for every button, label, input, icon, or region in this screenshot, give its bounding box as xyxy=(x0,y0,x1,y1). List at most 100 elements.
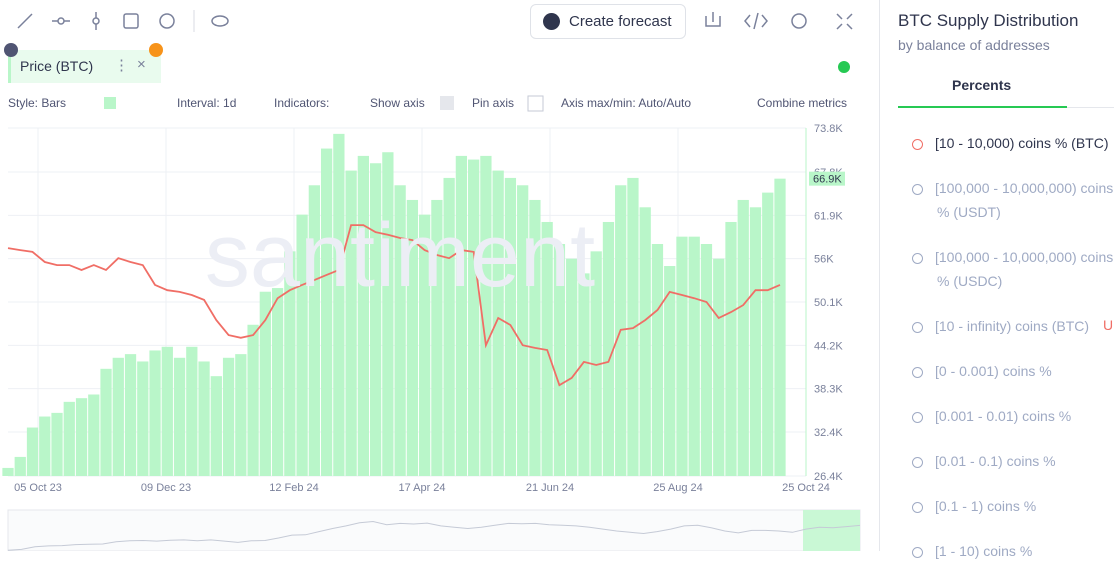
item-label: [0.001 - 0.01) coins % xyxy=(935,408,1072,424)
chart: 26.4K32.4K38.3K44.2K50.1K56K61.9K67.8K73… xyxy=(2,123,861,551)
item-dot xyxy=(912,546,923,558)
bar xyxy=(333,133,345,476)
settings[interactable] xyxy=(791,13,807,29)
style-select[interactable]: Style: Bars xyxy=(8,96,67,110)
item-dot xyxy=(912,183,923,195)
item-dot xyxy=(912,138,923,150)
bar xyxy=(431,199,443,476)
bar xyxy=(100,368,112,476)
y-tick-label: 56K xyxy=(814,254,834,266)
item-dot xyxy=(912,366,923,378)
item-label: [0 - 0.001) coins % xyxy=(935,363,1052,379)
bar xyxy=(222,357,235,476)
item-dot xyxy=(912,456,923,468)
create-forecast-button[interactable]: Create forecast xyxy=(530,4,686,39)
bar xyxy=(161,346,173,476)
pin-axis-checkbox[interactable] xyxy=(527,95,544,112)
metric-item[interactable]: [100,000 - 10,000,000) coins % (USDT) xyxy=(912,176,1114,224)
metric-item[interactable]: [0.01 - 0.1) coins % xyxy=(912,449,1114,473)
item-dot xyxy=(912,321,923,333)
bar xyxy=(75,398,88,476)
item-label: [10 - 10,000) coins % (BTC) xyxy=(935,135,1109,151)
item-dot xyxy=(912,252,923,264)
show-axis-checkbox[interactable] xyxy=(440,96,454,110)
bar xyxy=(406,199,419,476)
lock-icon xyxy=(4,43,18,57)
bar xyxy=(369,163,382,476)
item-label: [0.1 - 1) coins % xyxy=(935,498,1037,514)
metric-item[interactable]: [10 - 10,000) coins % (BTC) xyxy=(912,131,1114,155)
bar xyxy=(259,291,271,476)
indicators-select[interactable]: Indicators: xyxy=(274,96,330,110)
navigator[interactable] xyxy=(7,509,861,551)
bar xyxy=(296,214,308,476)
hline-tool[interactable] xyxy=(52,17,70,25)
metric-tag[interactable]: Price (BTC) ⋮ × xyxy=(8,50,161,83)
metric-item[interactable]: [0.1 - 1) coins % xyxy=(912,494,1114,518)
bar xyxy=(39,416,51,476)
badge: U xyxy=(1103,317,1114,333)
metric-item[interactable]: [100,000 - 10,000,000) coins % (USDC) xyxy=(912,245,1114,293)
bar xyxy=(320,148,333,477)
last-value-box xyxy=(809,171,845,186)
bar xyxy=(504,177,517,476)
bar xyxy=(774,178,786,476)
bar xyxy=(700,244,713,476)
tab-underline xyxy=(898,106,1067,108)
note-tool[interactable] xyxy=(123,13,139,29)
status-dot xyxy=(838,61,850,73)
bar xyxy=(284,251,296,476)
btc-icon xyxy=(149,43,163,57)
visibility-toggle[interactable] xyxy=(211,15,229,27)
combine-metrics[interactable]: Combine metrics xyxy=(757,96,848,110)
metric-close[interactable]: × xyxy=(137,56,146,73)
y-tick-label: 26.4K xyxy=(814,471,843,483)
bar xyxy=(271,288,284,476)
bar xyxy=(553,244,566,476)
bar xyxy=(468,159,480,476)
bar xyxy=(124,354,137,476)
metric-menu[interactable]: ⋮ xyxy=(114,57,129,74)
line-tool[interactable] xyxy=(17,13,33,29)
metric-item[interactable]: [10 - infinity) coins (BTC) xyxy=(912,314,1114,338)
metric-label: Price (BTC) xyxy=(20,58,94,74)
navigator-window[interactable] xyxy=(803,510,860,551)
download[interactable] xyxy=(705,12,721,27)
bar xyxy=(590,251,602,476)
metric-item[interactable]: [0.001 - 0.01) coins % xyxy=(912,404,1114,428)
bar xyxy=(762,192,774,476)
x-tick-label: 12 Feb 24 xyxy=(269,482,319,494)
metric-item[interactable]: [1 - 10) coins % xyxy=(912,539,1114,563)
metric-item[interactable]: [0 - 0.001) coins % xyxy=(912,359,1114,383)
x-tick-label: 25 Oct 24 xyxy=(782,482,830,494)
panel-subtitle: by balance of addresses xyxy=(898,37,1050,53)
y-tick-label: 32.4K xyxy=(814,427,843,439)
item-label: [1 - 10) coins % xyxy=(935,543,1033,559)
bar xyxy=(394,185,406,477)
axis-maxmin-select[interactable]: Axis max/min: Auto/Auto xyxy=(561,96,692,110)
bar xyxy=(2,467,14,476)
bar xyxy=(651,244,664,476)
pin-axis-label: Pin axis xyxy=(472,96,515,110)
percents-tab[interactable]: Percents xyxy=(952,77,1012,93)
emoji-tool[interactable] xyxy=(159,13,175,29)
embed[interactable] xyxy=(744,12,768,30)
interval-select[interactable]: Interval: 1d xyxy=(177,96,237,110)
bar xyxy=(627,177,639,476)
last-value-label: 66.9K xyxy=(813,174,842,186)
fullscreen[interactable] xyxy=(836,13,853,30)
panel-divider xyxy=(879,0,880,551)
bar xyxy=(51,412,63,476)
vline-tool[interactable] xyxy=(92,12,100,30)
bar xyxy=(480,155,492,476)
bar xyxy=(173,357,186,476)
line xyxy=(7,224,781,387)
item-dot xyxy=(912,411,923,423)
forecast-icon xyxy=(543,13,560,30)
color-swatch[interactable] xyxy=(104,97,116,109)
bar xyxy=(578,273,590,476)
bar xyxy=(713,258,725,476)
y-tick-label: 73.8K xyxy=(814,123,843,135)
panel-title: BTC Supply Distribution xyxy=(898,11,1079,30)
